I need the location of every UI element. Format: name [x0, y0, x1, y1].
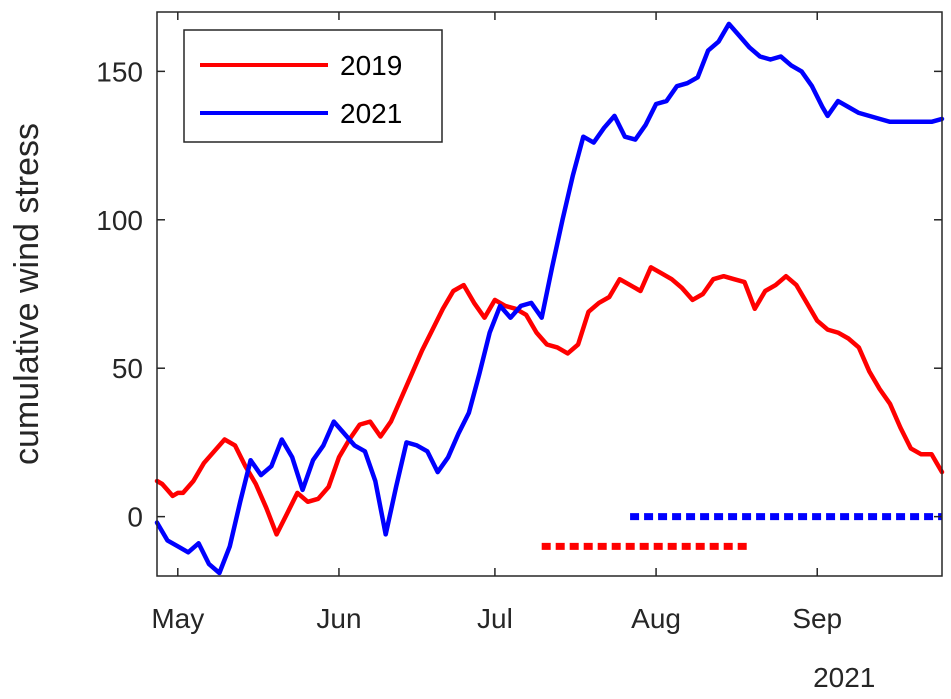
x-tick-label: May	[151, 603, 204, 634]
series-lines	[154, 21, 945, 576]
legend-label-2021: 2021	[340, 98, 402, 129]
plot-frame	[156, 11, 943, 577]
x-tick-label: Sep	[792, 603, 842, 634]
y-tick-label: 50	[112, 353, 143, 384]
y-tick-label: 100	[96, 205, 143, 236]
legend-box	[183, 29, 443, 143]
x-tick-label: Aug	[631, 603, 681, 634]
x-axis-year-label: 2021	[813, 662, 875, 693]
axis-ticks: 0 50 100 150 May Jun Jul Aug Sep	[96, 12, 942, 634]
y-axis-label: cumulative wind stress	[8, 123, 46, 465]
y-tick-label: 150	[96, 56, 143, 87]
series-line-2021	[154, 21, 945, 576]
period-markers	[541, 513, 942, 550]
y-tick-label: 0	[127, 502, 143, 533]
x-tick-label: Jun	[316, 603, 361, 634]
legend: 2019 2021	[183, 29, 443, 143]
series-line-2019	[154, 265, 945, 537]
x-tick-label: Jul	[477, 603, 513, 634]
legend-label-2019: 2019	[340, 50, 402, 81]
